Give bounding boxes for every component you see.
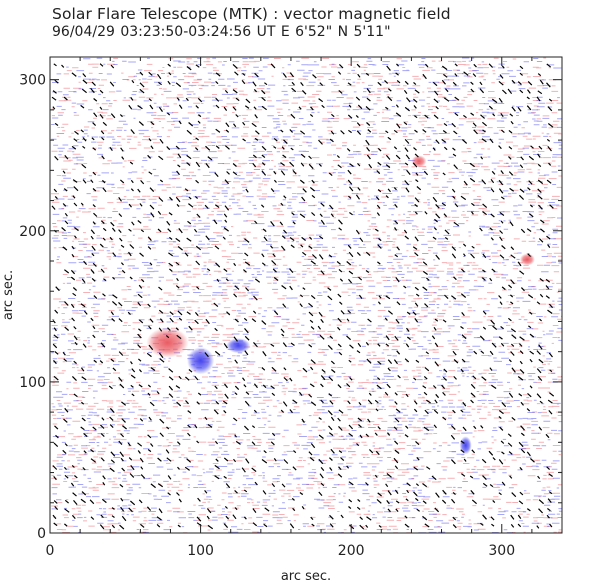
positive-polarity-region	[146, 327, 189, 358]
y-tick-label: 100	[19, 375, 46, 391]
positive-polarity-region	[519, 253, 535, 266]
positive-polarity-region	[411, 155, 427, 168]
observation-info: 96/04/29 03:23:50-03:24:56 UT E 6'52" N …	[52, 24, 391, 40]
chart-title: Solar Flare Telescope (MTK) : vector mag…	[52, 5, 451, 23]
y-tick-label: 200	[19, 224, 46, 240]
magnetic-field-map	[51, 57, 562, 533]
negative-field-noise	[51, 57, 562, 533]
positive-field-noise	[51, 57, 562, 533]
x-tick-label: 100	[187, 543, 214, 559]
x-tick-label: 300	[488, 543, 515, 559]
negative-polarity-region	[187, 347, 215, 375]
transverse-field-vectors	[51, 63, 555, 530]
y-axis-label: arc sec.	[1, 270, 16, 320]
x-tick-label: 0	[46, 543, 55, 559]
negative-polarity-region	[459, 436, 472, 455]
vector-marks	[51, 63, 555, 530]
negative-polarity-region	[226, 338, 251, 354]
x-tick-label: 200	[338, 543, 365, 559]
field-noise	[51, 57, 562, 533]
plot-frame	[49, 56, 563, 534]
y-tick-label: 0	[37, 526, 46, 542]
x-axis-label: arc sec.	[281, 569, 331, 584]
y-tick-label: 300	[19, 73, 46, 89]
axis-ticks: 0 100 200 300 0 100 200 300	[19, 57, 563, 559]
